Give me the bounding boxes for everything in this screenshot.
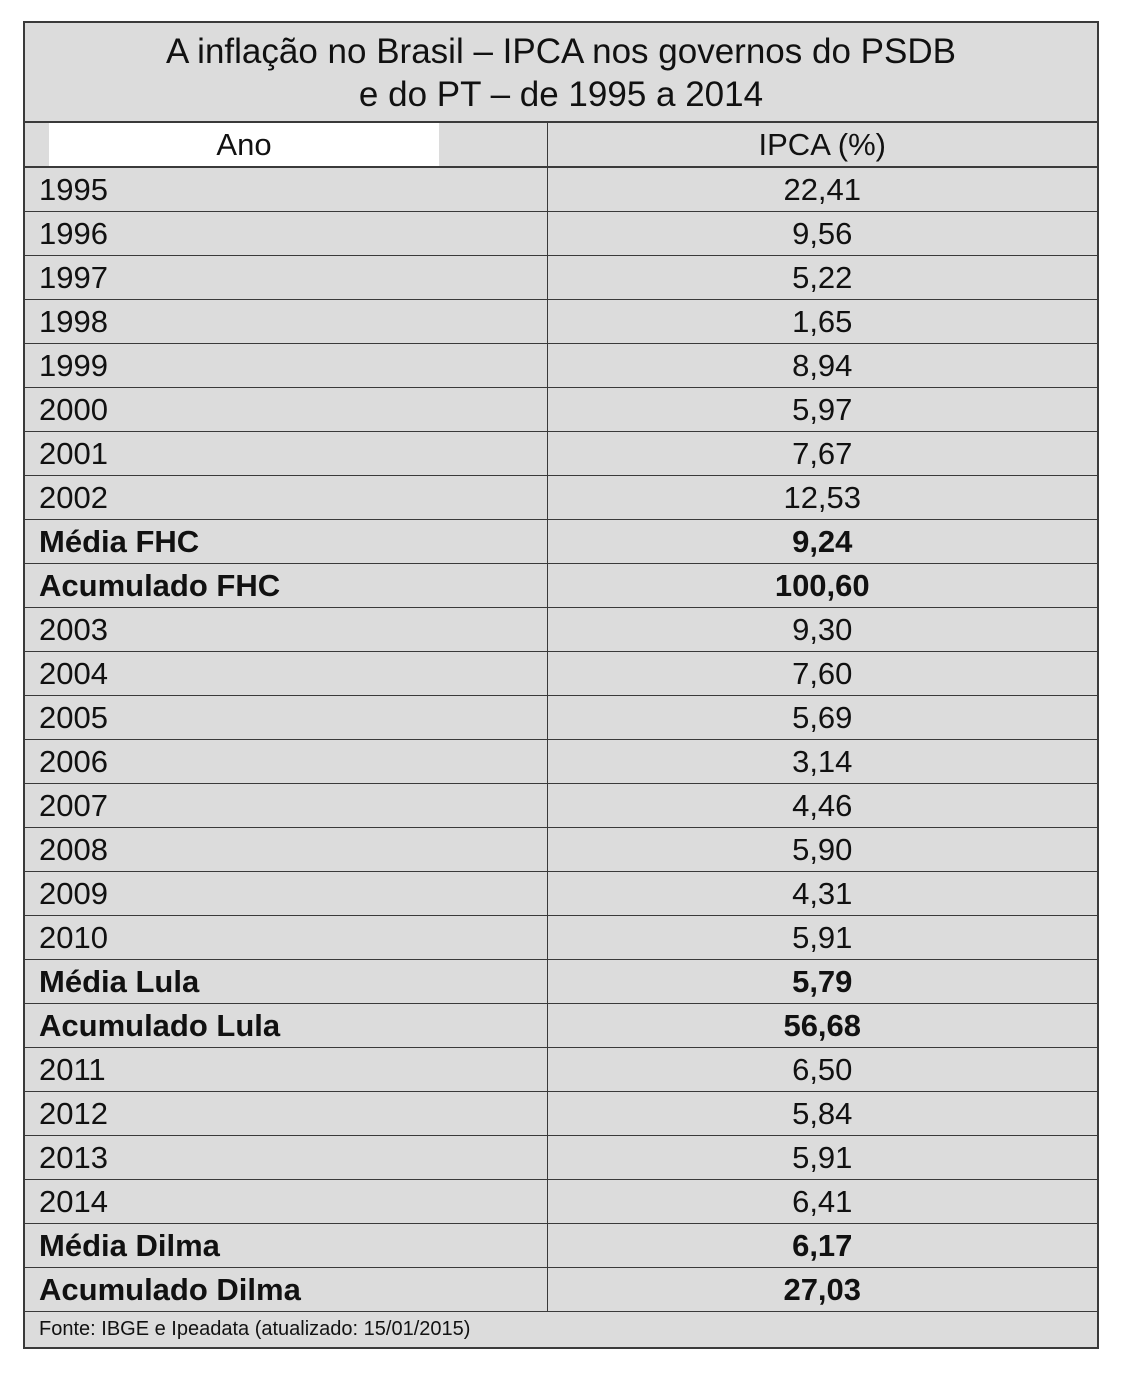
ipca-cell: 4,46 [547,783,1097,828]
summary-row: Média Lula 5,79 [25,959,1097,1004]
year-cell: 1997 [25,255,548,300]
year-cell: 2012 [25,1091,548,1136]
ipca-cell: 5,90 [547,827,1097,872]
summary-label: Acumulado Dilma [25,1267,548,1312]
summary-value: 9,24 [547,519,1097,564]
table-row: 1996 9,56 [25,211,1097,256]
summary-label: Acumulado FHC [25,563,548,608]
table-row: 2007 4,46 [25,783,1097,828]
column-header-year: Ano [25,123,548,168]
year-cell: 2000 [25,387,548,432]
ipca-cell: 5,69 [547,695,1097,740]
year-cell: 2002 [25,475,548,520]
table-row: 2003 9,30 [25,607,1097,652]
year-cell: 1998 [25,299,548,344]
summary-value: 27,03 [547,1267,1097,1312]
year-cell: 2014 [25,1179,548,1224]
summary-label: Média Lula [25,959,548,1004]
table-row: 1995 22,41 [25,167,1097,212]
ipca-cell: 9,56 [547,211,1097,256]
summary-label: Acumulado Lula [25,1003,548,1048]
title-line-2: e do PT – de 1995 a 2014 [358,75,764,114]
table-row: 1997 5,22 [25,255,1097,300]
ipca-cell: 6,50 [547,1047,1097,1092]
ipca-cell: 12,53 [547,475,1097,520]
year-cell: 2013 [25,1135,548,1180]
year-cell: 2007 [25,783,548,828]
year-cell: 2003 [25,607,548,652]
table-header-row: Ano IPCA (%) [25,123,1097,168]
table-row: 2011 6,50 [25,1047,1097,1092]
source-note: Fonte: IBGE e Ipeadata (atualizado: 15/0… [39,1318,471,1340]
ipca-cell: 9,30 [547,607,1097,652]
title-line-1: A inflação no Brasil – IPCA nos governos… [166,32,956,71]
year-cell: 1996 [25,211,548,256]
year-cell: 1995 [25,167,548,212]
ipca-table: Ano IPCA (%) 1995 22,41 1996 9,56 1997 5,22 19… [25,123,1097,1312]
summary-label: Média FHC [25,519,548,564]
table-title: A inflação no Brasil – IPCA nos governos… [25,23,1097,123]
year-cell: 2008 [25,827,548,872]
table-row: 2006 3,14 [25,739,1097,784]
summary-value: 5,79 [547,959,1097,1004]
table-row: 2012 5,84 [25,1091,1097,1136]
year-cell: 2005 [25,695,548,740]
table-row: 2004 7,60 [25,651,1097,696]
ipca-cell: 4,31 [547,871,1097,916]
table-row: 1998 1,65 [25,299,1097,344]
ipca-cell: 7,60 [547,651,1097,696]
year-cell: 2001 [25,431,548,476]
ipca-cell: 5,84 [547,1091,1097,1136]
ipca-cell: 5,91 [547,1135,1097,1180]
ipca-cell: 3,14 [547,739,1097,784]
year-cell: 2004 [25,651,548,696]
table-row: 2010 5,91 [25,915,1097,960]
table-row: 2008 5,90 [25,827,1097,872]
table-row: 2005 5,69 [25,695,1097,740]
table-row: 2013 5,91 [25,1135,1097,1180]
year-cell: 2010 [25,915,548,960]
table-row: 2009 4,31 [25,871,1097,916]
table-row: 1999 8,94 [25,343,1097,388]
summary-row: Média Dilma 6,17 [25,1223,1097,1268]
table-row: 2001 7,67 [25,431,1097,476]
summary-label: Média Dilma [25,1223,548,1268]
ipca-cell: 1,65 [547,299,1097,344]
year-cell: 2006 [25,739,548,784]
ipca-cell: 5,97 [547,387,1097,432]
summary-row: Acumulado Lula 56,68 [25,1003,1097,1048]
ipca-cell: 22,41 [547,167,1097,212]
summary-value: 100,60 [547,563,1097,608]
year-cell: 2009 [25,871,548,916]
ipca-cell: 5,22 [547,255,1097,300]
table-row: 2002 12,53 [25,475,1097,520]
column-header-ipca: IPCA (%) [547,123,1097,168]
year-cell: 1999 [25,343,548,388]
summary-row: Média FHC 9,24 [25,519,1097,564]
summary-value: 6,17 [547,1223,1097,1268]
ipca-cell: 6,41 [547,1179,1097,1224]
column-header-year-label: Ano [49,123,439,165]
ipca-cell: 5,91 [547,915,1097,960]
summary-value: 56,68 [547,1003,1097,1048]
table-row: 2014 6,41 [25,1179,1097,1224]
ipca-cell: 7,67 [547,431,1097,476]
summary-row: Acumulado Dilma 27,03 [25,1267,1097,1312]
table-row: 2000 5,97 [25,387,1097,432]
year-cell: 2011 [25,1047,548,1092]
ipca-cell: 8,94 [547,343,1097,388]
table-body: 1995 22,41 1996 9,56 1997 5,22 1998 1,65 1999 8,9… [25,167,1097,1312]
summary-row: Acumulado FHC 100,60 [25,563,1097,608]
ipca-table-frame: A inflação no Brasil – IPCA nos governos… [23,21,1099,1349]
